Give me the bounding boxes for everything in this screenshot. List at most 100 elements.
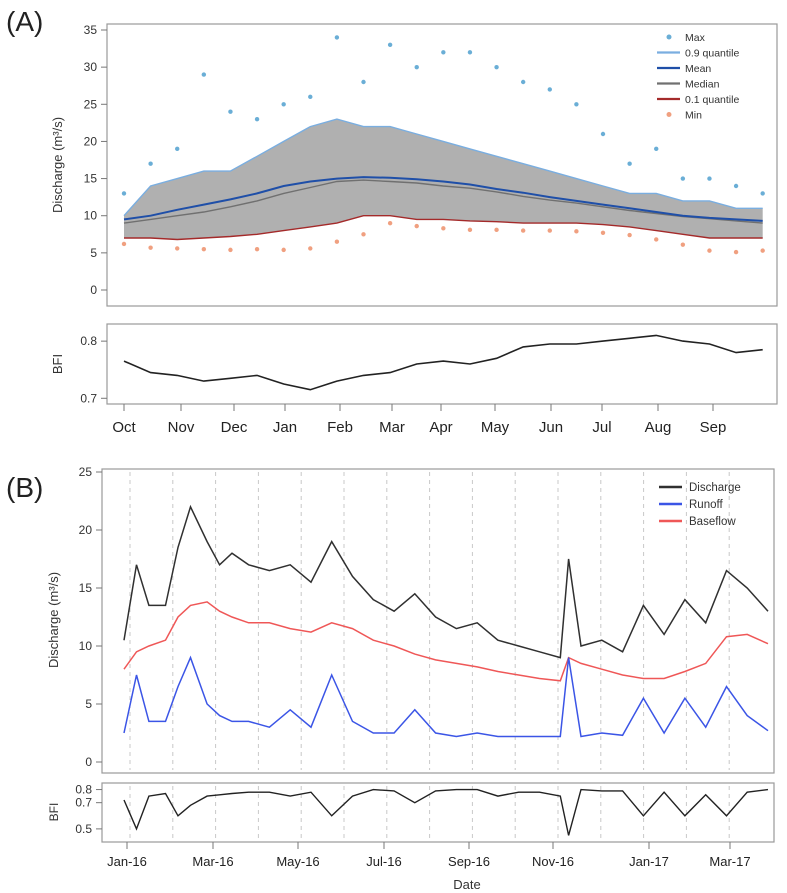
panel-b-bfi-ylabel: BFI <box>47 803 61 822</box>
panel-a-point-max <box>733 183 739 189</box>
panel-a-point-min <box>707 248 712 253</box>
panel-a-legend-label-mean: Mean <box>685 63 711 75</box>
panel-a-point-min <box>441 226 446 231</box>
panel-b: 0 5 10 15 20 25 Discharge (m³/s) Discharge Runof… <box>46 465 775 892</box>
panel-b-xtick-label: Mar-16 <box>192 854 233 869</box>
panel-a-series-median <box>123 179 763 224</box>
panel-a-xtick-label: Feb <box>327 419 353 436</box>
panel-b-top-ylabel: Discharge (m³/s) <box>46 572 61 668</box>
panel-a-point-min <box>733 249 739 255</box>
panel-a-top-ytick-label: 10 <box>84 209 98 223</box>
panel-a-series-0-1-quantile <box>124 215 763 241</box>
panel-a-top-ylabel: Discharge (m³/s) <box>50 117 65 213</box>
panel-a-point-min <box>520 228 526 233</box>
panel-b-series-baseflow <box>123 601 769 682</box>
panel-b-bfi-ytick-label: 0.7 <box>75 796 92 810</box>
panel-a-top-ytick-label: 35 <box>84 23 98 37</box>
panel-b-xtick-label: May-16 <box>276 854 319 869</box>
panel-a-bfi-frame <box>106 323 778 405</box>
panel-a-point-min <box>574 229 579 234</box>
panel-b-bfi-ytick-label: 0.8 <box>75 783 92 797</box>
panel-a-series-mean <box>123 176 763 222</box>
panel-a-point-max <box>520 79 526 85</box>
panel-a-point-max <box>600 131 606 137</box>
panel-a-point-max <box>308 94 313 100</box>
panel-b-xtick-label: Mar-17 <box>709 854 750 869</box>
panel-a-point-min <box>281 247 286 253</box>
panel-b-series-discharge <box>123 504 769 659</box>
panel-a-point-max <box>494 64 499 70</box>
panel-a-point-max <box>281 102 286 107</box>
panel-b-top-ytick-label: 0 <box>85 755 92 769</box>
panel-a-point-max <box>387 42 393 48</box>
panel-a-point-max <box>574 102 579 107</box>
panel-b-top-ytick-label: 20 <box>79 523 93 537</box>
panel-a-top-ytick-label: 15 <box>84 172 98 186</box>
panel-a-bfi-ytick-label: 0.8 <box>80 334 97 348</box>
panel-b-xtick-label: Nov-16 <box>532 854 574 869</box>
panel-b-top-ytick-label: 10 <box>79 639 93 653</box>
panel-a-legend-label-0-1-quantile: 0.1 quantile <box>685 94 739 106</box>
panel-a-top-ytick-label: 5 <box>90 246 97 260</box>
panel-a-top-frame <box>106 23 778 307</box>
panel-a-bfi-series <box>123 334 763 391</box>
panel-a-xtick-label: Sep <box>700 419 727 436</box>
panel-a-point-max <box>361 79 366 85</box>
panel-b-legend-label-runoff: Runoff <box>689 499 723 511</box>
panel-a-point-min <box>494 227 499 233</box>
panel-a-point-min <box>414 223 419 229</box>
panel-a-legend-marker-max <box>666 34 672 40</box>
panel-b-top-ytick-label: 15 <box>79 581 93 595</box>
panel-a-bfi-ytick-label: 0.7 <box>80 391 97 405</box>
panel-a-point-max <box>201 72 207 77</box>
panel-b-bfi-ytick-label: 0.5 <box>75 822 92 836</box>
panel-a-xtick-label: May <box>481 419 510 436</box>
panel-b-top-frame <box>101 468 775 774</box>
panel-a-xtick-label: Apr <box>429 419 452 436</box>
panel-a-xtick-label: Jun <box>539 419 563 436</box>
panel-a-point-min <box>175 246 180 251</box>
panel-a-point-max <box>148 161 153 166</box>
panel-a-xtick-label: Dec <box>221 419 248 436</box>
panel-a-label: (A) <box>6 6 44 37</box>
panel-a-point-min <box>334 239 340 244</box>
panel-b-series-runoff <box>123 655 769 738</box>
panel-a-point-min <box>308 246 313 251</box>
panel-a-point-min <box>201 246 207 252</box>
panel-b-top-ytick-label: 25 <box>79 465 93 479</box>
panel-b-legend-label-baseflow: Baseflow <box>689 516 736 528</box>
panel-a-point-max <box>467 50 473 55</box>
panel-a-top-ytick-label: 25 <box>84 97 98 111</box>
panel-a-point-min <box>387 220 393 226</box>
panel-a-point-min <box>228 247 233 253</box>
panel-a-point-min <box>627 232 632 238</box>
panel-a-point-max <box>414 64 419 70</box>
panel-a-xtick-label: Nov <box>168 419 195 436</box>
panel-b-label: (B) <box>6 472 44 503</box>
panel-b-xtick-label: Jan-16 <box>107 854 147 869</box>
panel-a-top-ytick-label: 30 <box>84 60 98 74</box>
panel-a-xtick-label: Jan <box>273 419 297 436</box>
panel-a-point-max <box>680 176 686 181</box>
panel-a-quantile-band <box>124 119 763 240</box>
panel-a-point-min <box>654 237 659 242</box>
panel-a-point-max <box>627 161 632 166</box>
panel-a-xtick-label: Mar <box>379 419 405 436</box>
panel-a-bfi-ylabel: BFI <box>50 354 65 374</box>
panel-b-xtick-label: Jul-16 <box>366 854 401 869</box>
panel-a-point-max <box>175 146 180 152</box>
panel-a-point-max <box>441 50 446 55</box>
panel-b-xlabel: Date <box>453 877 480 892</box>
panel-a-point-max <box>334 35 340 40</box>
panel-a-point-max <box>121 191 127 196</box>
panel-a: 0 5 10 15 20 25 30 35 Discharge (m³/s) Max 0.9 qua… <box>50 23 778 436</box>
panel-b-top-ytick-label: 5 <box>85 697 92 711</box>
panel-a-point-min <box>467 227 473 233</box>
panel-a-point-max <box>654 146 659 152</box>
panel-a-point-min <box>148 245 153 250</box>
panel-a-series-0-9-quantile <box>123 118 763 217</box>
panel-a-xtick-label: Jul <box>592 419 611 436</box>
panel-a-legend-label-min: Min <box>685 110 702 122</box>
panel-a-point-max <box>228 109 233 114</box>
